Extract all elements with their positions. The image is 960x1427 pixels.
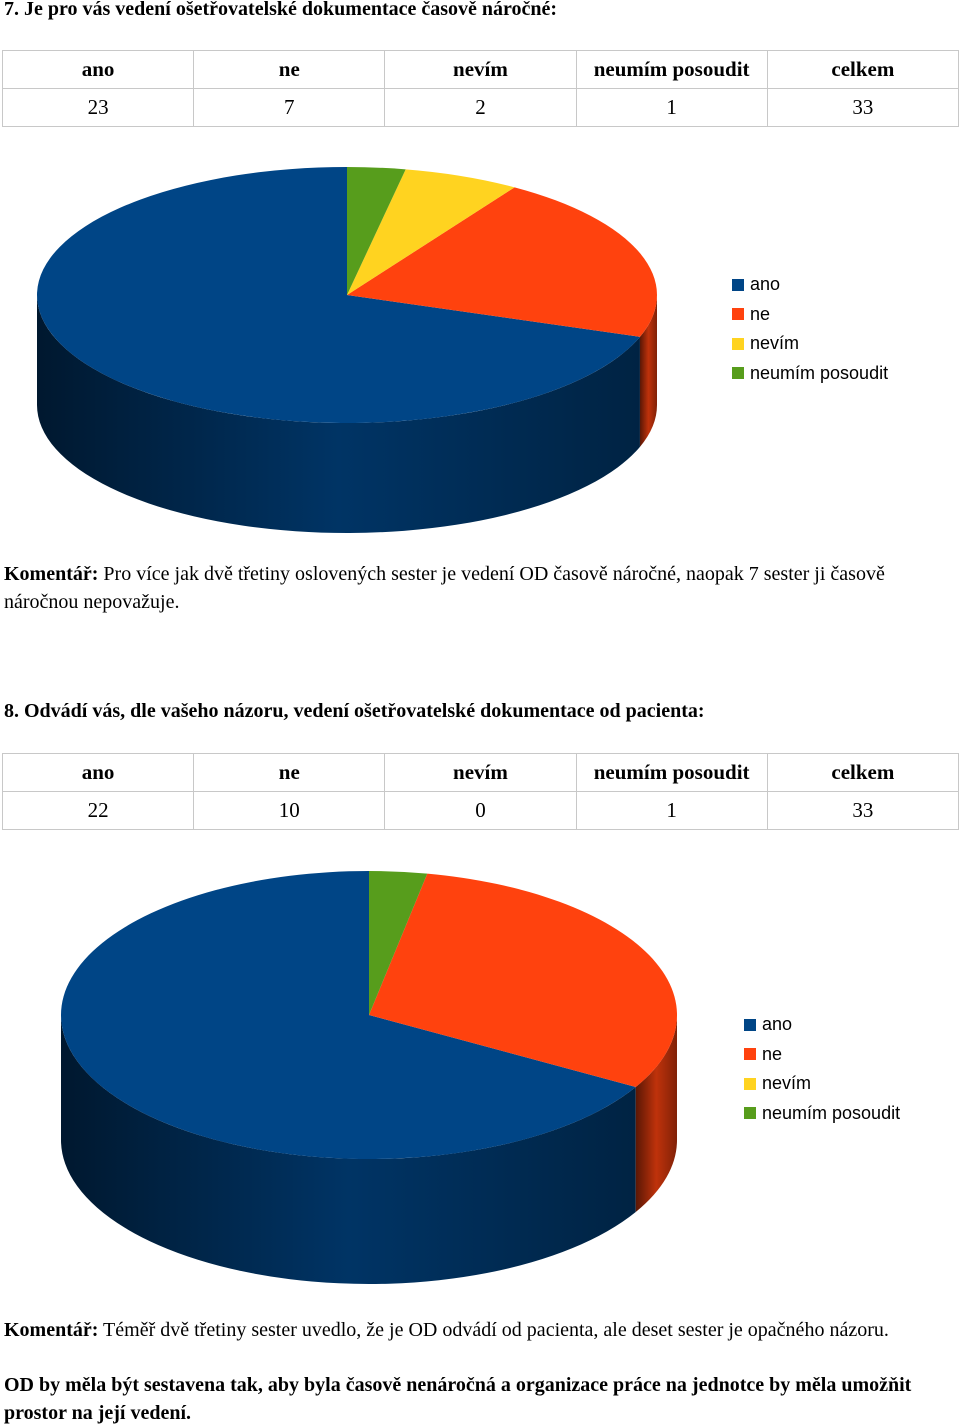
question-8-title: 8. Odvádí vás, dle vašeho názoru, vedení… bbox=[4, 700, 705, 722]
value-cell: 10 bbox=[193, 791, 386, 830]
legend-swatch bbox=[744, 1048, 756, 1061]
value-cell: 22 bbox=[1, 791, 195, 830]
legend-item: nevím bbox=[732, 329, 888, 359]
pie-side-ano bbox=[61, 1015, 636, 1284]
header-cell: ne bbox=[193, 753, 386, 792]
value-cell: 0 bbox=[384, 791, 577, 830]
value-cell: 7 bbox=[193, 88, 386, 127]
question-7-comment: Komentář: Pro více jak dvě třetiny oslov… bbox=[4, 560, 954, 616]
question-8-pie-chart bbox=[60, 871, 677, 1284]
pie-slice-ne bbox=[347, 187, 657, 337]
legend-swatch bbox=[744, 1077, 756, 1090]
value-cell: 33 bbox=[766, 88, 960, 127]
legend-item: ne bbox=[732, 300, 888, 330]
legend-swatch bbox=[732, 278, 744, 291]
comment-label: Komentář: bbox=[4, 1319, 99, 1341]
value-cell: 23 bbox=[1, 88, 195, 127]
legend-item: ne bbox=[744, 1040, 900, 1070]
legend-swatch bbox=[732, 308, 744, 321]
legend-item: neumím posoudit bbox=[732, 359, 888, 389]
header-cell: nevím bbox=[384, 753, 577, 792]
header-cell: ne bbox=[193, 50, 386, 89]
header-cell: nevím bbox=[384, 50, 577, 89]
comment-text: Téměř dvě třetiny sester uvedlo, že je O… bbox=[98, 1319, 889, 1341]
legend-swatch bbox=[732, 367, 744, 380]
question-7-pie-chart bbox=[36, 167, 657, 533]
pie-slice-ano bbox=[36, 167, 640, 423]
header-cell: celkem bbox=[766, 50, 960, 89]
legend-label: nevím bbox=[762, 1073, 812, 1094]
question-7-legend: ano ne nevím neumím posoudit bbox=[732, 270, 888, 388]
legend-label: ano bbox=[762, 1014, 793, 1035]
legend-item: ano bbox=[744, 1010, 900, 1040]
legend-label: ano bbox=[750, 274, 781, 295]
legend-swatch bbox=[744, 1107, 756, 1120]
question-8-legend: ano ne nevím neumím posoudit bbox=[744, 1010, 900, 1128]
legend-label: neumím posoudit bbox=[762, 1102, 901, 1123]
value-cell: 33 bbox=[766, 791, 960, 830]
legend-item: nevím bbox=[744, 1069, 900, 1099]
legend-item: ano bbox=[732, 270, 888, 300]
header-cell: neumím posoudit bbox=[575, 753, 768, 792]
pie-slice-ne bbox=[369, 873, 677, 1087]
value-cell: 2 bbox=[384, 88, 577, 127]
header-cell: ano bbox=[1, 50, 195, 89]
header-cell: ano bbox=[1, 753, 195, 792]
pie-side-ne bbox=[639, 295, 657, 447]
legend-swatch bbox=[744, 1018, 756, 1031]
legend-label: ne bbox=[762, 1043, 783, 1064]
question-7-table: ano ne nevím neumím posoudit celkem 23 7… bbox=[1, 50, 960, 127]
pie-slice-ano bbox=[60, 871, 636, 1159]
pie-slice-nevím bbox=[347, 169, 515, 295]
legend-label: nevím bbox=[750, 333, 800, 354]
legend-item: neumím posoudit bbox=[744, 1099, 900, 1129]
legend-label: neumím posoudit bbox=[750, 362, 889, 383]
pie-side-ne bbox=[635, 1015, 677, 1212]
question-8-comment: Komentář: Téměř dvě třetiny sester uvedl… bbox=[4, 1316, 954, 1344]
value-cell: 1 bbox=[575, 88, 768, 127]
question-8-table: ano ne nevím neumím posoudit celkem 22 1… bbox=[1, 753, 960, 830]
question-7-title: 7. Je pro vás vedení ošetřovatelské doku… bbox=[4, 0, 558, 20]
header-cell: neumím posoudit bbox=[575, 50, 768, 89]
value-cell: 1 bbox=[575, 791, 768, 830]
comment-label: Komentář: bbox=[4, 563, 99, 585]
header-cell: celkem bbox=[766, 753, 960, 792]
legend-label: ne bbox=[750, 303, 771, 324]
pie-slice-neumím-posoudit bbox=[347, 167, 406, 295]
comment-text: Pro více jak dvě třetiny oslovených sest… bbox=[4, 563, 885, 613]
legend-swatch bbox=[732, 337, 744, 350]
pie-side-ano bbox=[37, 295, 640, 533]
conclusion-text: OD by měla být sestavena tak, aby byla č… bbox=[4, 1374, 912, 1424]
pie-slice-neumím-posoudit bbox=[369, 871, 428, 1015]
